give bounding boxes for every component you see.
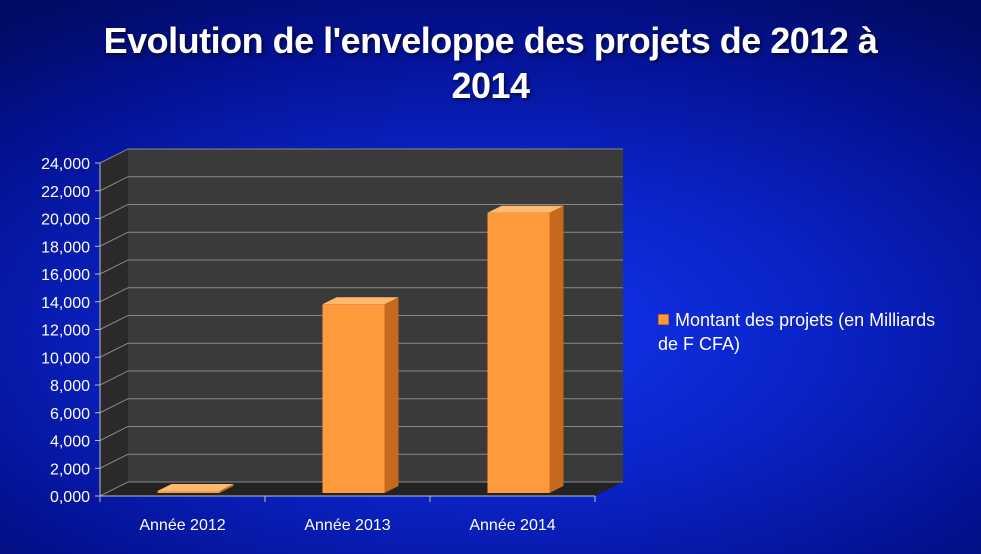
bar-front — [487, 212, 550, 493]
y-axis: 0,000 2,000 4,000 6,000 8,000 10,000 12,000 14,… — [41, 156, 101, 506]
y-tick-label: 10,000 — [41, 350, 90, 367]
chart-title-line-2: 2014 — [451, 65, 530, 106]
gridlines — [99, 148, 623, 497]
gridline — [99, 259, 623, 275]
y-tick-label: 24,000 — [41, 156, 90, 173]
y-tick-label: 18,000 — [41, 239, 90, 256]
x-tick-label: Année 2013 — [304, 517, 390, 534]
bar — [487, 205, 564, 493]
gridline — [99, 204, 623, 219]
bars — [157, 205, 564, 493]
gridline — [99, 315, 623, 330]
bar — [322, 297, 399, 493]
gridline — [99, 481, 623, 497]
legend-label-line-1: Montant des projets (en Milliards — [675, 310, 936, 330]
y-tick-label: 2,000 — [50, 461, 90, 478]
x-tick-label: Année 2012 — [139, 517, 225, 534]
legend: Montant des projets (en Milliards de F C… — [658, 308, 978, 356]
chart-title-line-1: Evolution de l'enveloppe des projets de … — [103, 20, 878, 61]
bar-front — [157, 491, 220, 493]
y-tick-label: 12,000 — [41, 323, 90, 340]
bar-front — [322, 304, 385, 493]
y-tick-label: 6,000 — [50, 406, 90, 423]
bar-top — [322, 297, 399, 305]
gridline — [99, 398, 623, 414]
gridline — [99, 287, 623, 303]
y-tick-label: 4,000 — [50, 434, 90, 451]
chart-title: Evolution de l'enveloppe des projets de … — [0, 18, 981, 108]
gridline — [99, 426, 623, 441]
y-tick-label: 16,000 — [41, 267, 90, 284]
y-tick-label: 0,000 — [50, 489, 90, 506]
y-tick-label: 14,000 — [41, 295, 90, 312]
legend-swatch — [658, 314, 669, 325]
bar-side — [384, 297, 399, 493]
x-tick-label: Année 2014 — [469, 517, 555, 534]
bar-top — [487, 205, 564, 213]
y-tick-label: 22,000 — [41, 184, 90, 201]
bar — [157, 484, 234, 493]
gridline — [99, 453, 623, 469]
bar-side — [219, 484, 234, 493]
legend-label-line-2: de F CFA) — [658, 334, 741, 354]
bar-top — [157, 484, 234, 491]
y-tick-label: 8,000 — [50, 378, 90, 395]
legend-item: Montant des projets (en Milliards de F C… — [658, 308, 978, 356]
gridline — [99, 176, 623, 192]
bar-side — [549, 205, 564, 493]
gridline — [99, 342, 623, 358]
gridline — [99, 231, 623, 247]
y-tick-label: 20,000 — [41, 212, 90, 229]
x-axis: Année 2012 Année 2013 Année 2014 — [99, 495, 596, 534]
gridline — [99, 370, 623, 386]
gridline — [99, 148, 623, 164]
